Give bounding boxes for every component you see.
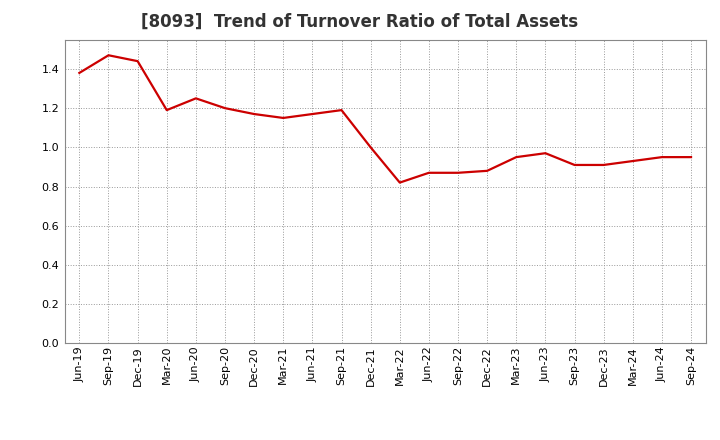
Text: [8093]  Trend of Turnover Ratio of Total Assets: [8093] Trend of Turnover Ratio of Total …	[141, 13, 579, 31]
